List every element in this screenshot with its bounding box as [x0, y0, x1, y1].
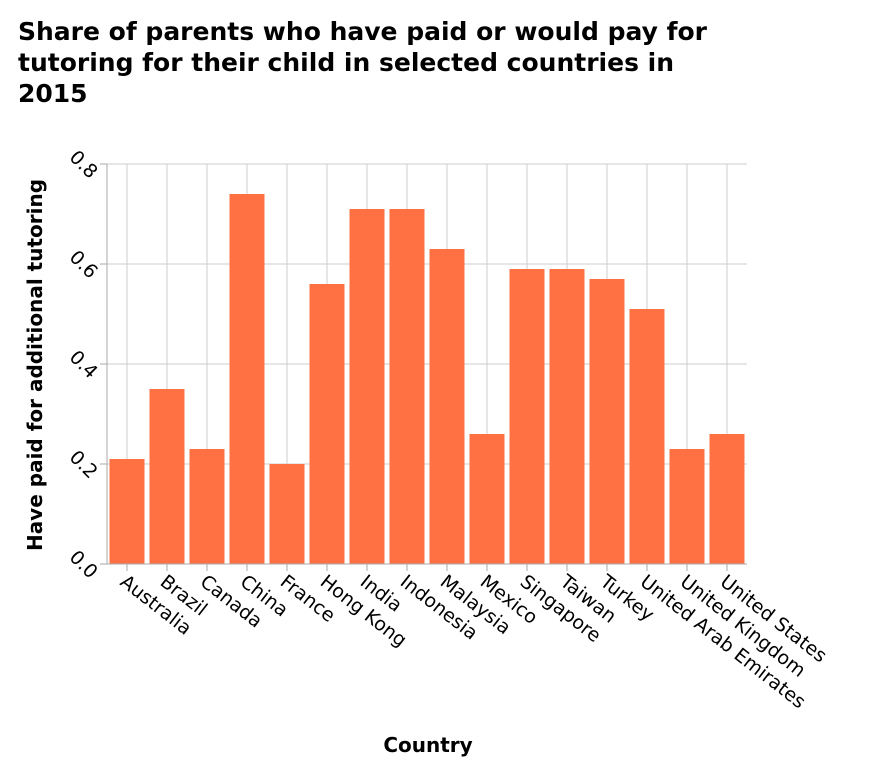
bar: [389, 209, 425, 564]
y-tick-label: 0.0: [65, 546, 102, 583]
bar: [349, 209, 385, 564]
bar: [509, 269, 545, 564]
bar: [669, 449, 705, 564]
y-tick-label: 0.6: [65, 246, 102, 283]
bar: [269, 464, 305, 564]
bar: [549, 269, 585, 564]
bar: [629, 309, 665, 564]
y-tick-label: 0.8: [65, 146, 102, 183]
bars: [109, 194, 745, 564]
x-axis-title: Country: [383, 733, 472, 757]
bar: [429, 249, 465, 564]
chart-title: Share of parents who have paid or would …: [18, 17, 707, 108]
bar: [109, 459, 145, 564]
bar: [709, 434, 745, 564]
bar: [229, 194, 265, 564]
bar: [589, 279, 625, 564]
y-tick-labels: 0.0 0.2 0.4 0.6 0.8: [65, 146, 102, 583]
axes: [100, 163, 747, 571]
bar: [469, 434, 505, 564]
y-tick-label: 0.2: [65, 446, 102, 483]
bar: [309, 284, 345, 564]
y-axis-title: Have paid for additional tutoring: [23, 179, 47, 551]
y-tick-label: 0.4: [65, 346, 102, 383]
bar: [149, 389, 185, 564]
bar: [189, 449, 225, 564]
